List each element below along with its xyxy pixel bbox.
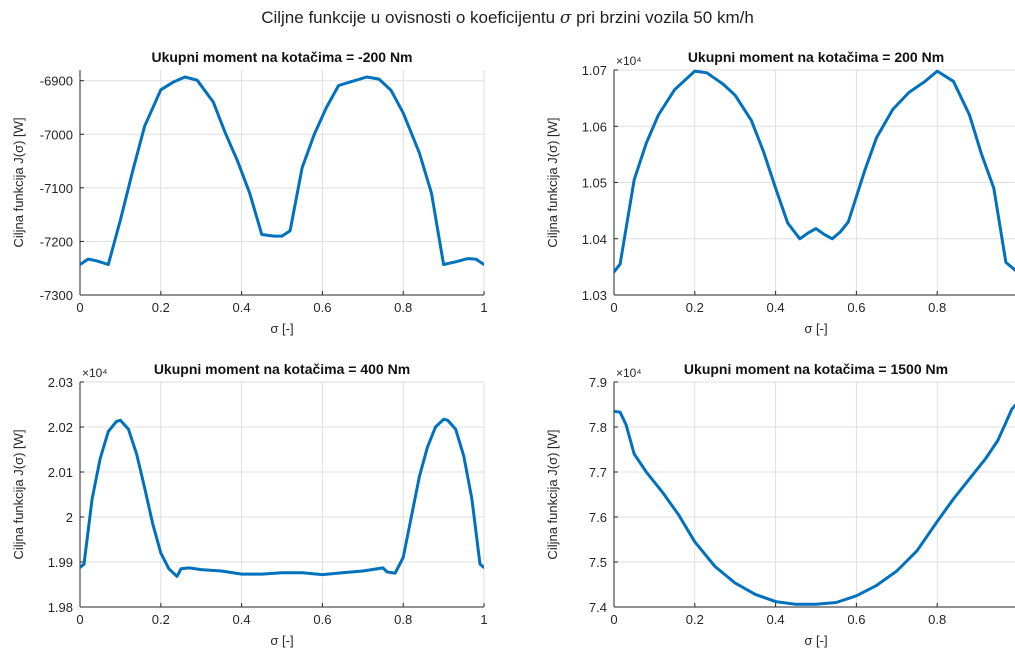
x-tick-label: 0.8 — [928, 612, 946, 627]
x-tick-label: 0.8 — [928, 300, 946, 315]
subplot-title: Ukupni moment na kotačima = 400 Nm — [154, 361, 410, 377]
x-tick-label: 0.4 — [233, 612, 251, 627]
x-tick-label: 0.2 — [152, 612, 170, 627]
x-axis-label: σ [-] — [270, 633, 293, 648]
x-tick-label: 0.6 — [313, 612, 331, 627]
x-tick-label: 0 — [76, 300, 83, 315]
y-tick-label: 1.05 — [582, 176, 607, 191]
series-line-1 — [80, 417, 484, 578]
y-exponent-label: ×10⁴ — [616, 366, 642, 380]
y-tick-label: -7300 — [40, 288, 73, 303]
y-tick-label: 1.98 — [48, 600, 73, 615]
y-axis-label: Ciljna funkcija J(σ) [W] — [545, 429, 560, 559]
x-tick-label: 0.4 — [767, 612, 785, 627]
plot-area — [80, 70, 484, 295]
y-tick-label: -6900 — [40, 74, 73, 89]
x-axis-label: σ [-] — [804, 633, 827, 648]
y-tick-label: 7.4 — [589, 600, 607, 615]
y-tick-label: 7.9 — [589, 375, 607, 390]
subplot-3: 0 0.2 0.4 0.6 0.8 1 1.98 1.99 2 2.01 2.02 2.03 ×10⁴ U… — [11, 361, 488, 648]
y-axis-label: Ciljna funkcija J(σ) [W] — [11, 117, 26, 247]
x-tick-label: 0.4 — [767, 300, 785, 315]
x-axis-label: σ [-] — [270, 321, 293, 336]
series-line-1 — [614, 69, 1015, 274]
x-tick-label: 0.2 — [152, 300, 170, 315]
y-tick-label: 7.8 — [589, 420, 607, 435]
y-tick-label: 2.03 — [48, 375, 73, 390]
x-tick-label: 0.6 — [847, 300, 865, 315]
y-axis-label: Ciljna funkcija J(σ) [W] — [11, 429, 26, 559]
y-tick-label: 1.04 — [582, 232, 607, 247]
figure-title-symbol: σ — [559, 8, 572, 28]
x-tick-label: 0.8 — [394, 300, 412, 315]
y-tick-label: 1.03 — [582, 288, 607, 303]
x-tick-label: 0.4 — [233, 300, 251, 315]
y-tick-label: 2.02 — [48, 420, 73, 435]
figure-title-suffix: pri brzini vozila 50 km/h — [576, 8, 754, 27]
subplot-title: Ukupni moment na kotačima = 1500 Nm — [684, 361, 948, 377]
y-tick-label: 2.01 — [48, 465, 73, 480]
x-tick-label: 1 — [480, 612, 487, 627]
y-tick-label: 7.6 — [589, 510, 607, 525]
y-tick-label: 7.7 — [589, 465, 607, 480]
series-line-1 — [80, 75, 484, 266]
x-tick-label: 0.8 — [394, 612, 412, 627]
y-tick-label: -7200 — [40, 234, 73, 249]
figure-title-prefix: Ciljne funkcije u ovisnosti o koeficijen… — [261, 8, 556, 27]
y-tick-label: 2 — [66, 510, 73, 525]
y-tick-label: -7100 — [40, 181, 73, 196]
x-tick-label: 0 — [610, 300, 617, 315]
x-axis-label: σ [-] — [804, 321, 827, 336]
subplot-title: Ukupni moment na kotačima = -200 Nm — [151, 49, 412, 65]
y-tick-label: -7000 — [40, 127, 73, 142]
series-line-1 — [614, 403, 1015, 606]
plot-area — [614, 382, 1015, 607]
x-tick-label: 0.6 — [847, 612, 865, 627]
y-tick-label: 1.99 — [48, 555, 73, 570]
y-tick-label: 1.07 — [582, 63, 607, 78]
subplot-2: 0 0.2 0.4 0.6 0.8 1.03 1.04 1.05 1.06 1.07 ×10⁴ Uku… — [545, 49, 1015, 336]
subplot-title: Ukupni moment na kotačima = 200 Nm — [688, 49, 944, 65]
x-tick-label: 0.6 — [313, 300, 331, 315]
subplot-4: 0 0.2 0.4 0.6 0.8 7.4 7.5 7.6 7.7 7.8 7.9 ×10⁴ Ukupn… — [545, 361, 1015, 648]
subplot-1: 0 0.2 0.4 0.6 0.8 1 -7300 -7200 -7100 -7000 -6900 U… — [11, 49, 488, 336]
x-tick-label: 0.2 — [686, 300, 704, 315]
y-exponent-label: ×10⁴ — [82, 366, 108, 380]
figure-title: Ciljne funkcije u ovisnosti o koeficijen… — [0, 8, 1015, 28]
y-tick-label: 7.5 — [589, 555, 607, 570]
x-tick-label: 0 — [76, 612, 83, 627]
y-exponent-label: ×10⁴ — [616, 54, 642, 68]
y-axis-label: Ciljna funkcija J(σ) [W] — [545, 117, 560, 247]
y-tick-label: 1.06 — [582, 119, 607, 134]
x-tick-label: 0 — [610, 612, 617, 627]
x-tick-label: 0.2 — [686, 612, 704, 627]
x-tick-label: 1 — [480, 300, 487, 315]
